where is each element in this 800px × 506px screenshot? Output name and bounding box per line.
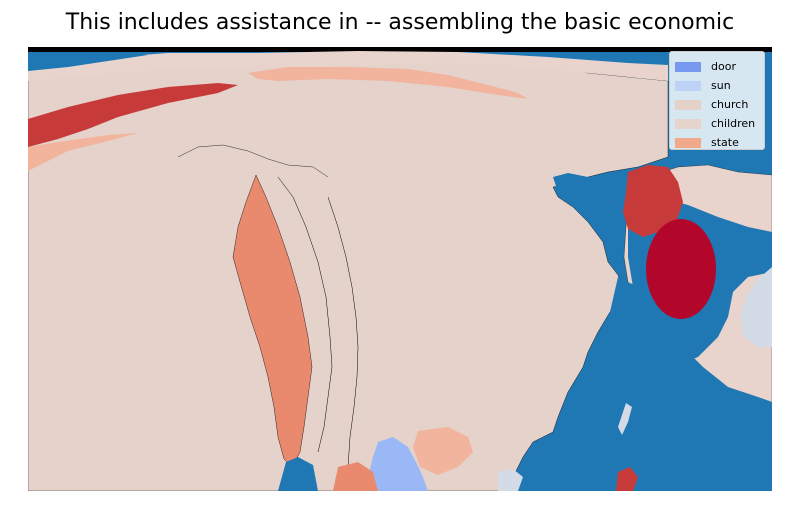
map-canvas[interactable]: [28, 47, 772, 491]
river-border-2: [327, 196, 359, 468]
east-island: [740, 267, 772, 347]
legend-label-door: door: [711, 60, 736, 73]
northwest-streak-lower: [28, 133, 138, 171]
map-svg: [28, 47, 772, 491]
legend-item-door: door: [675, 57, 764, 76]
legend-label-sun: sun: [711, 79, 731, 92]
legend-label-state: state: [711, 136, 739, 149]
top-edge: [28, 47, 772, 52]
legend-swatch-children: [675, 118, 701, 129]
bay-inlet: [553, 173, 628, 217]
legend-swatch-state: [675, 137, 701, 148]
sea-south: [553, 277, 772, 491]
legend-swatch-door: [675, 61, 701, 72]
south-island-small: [618, 403, 632, 435]
legend-label-church: church: [711, 98, 749, 111]
legend-item-children: children: [675, 114, 764, 133]
northern-fragment: [28, 117, 118, 147]
northwest-water: [28, 52, 148, 71]
southeast-red-fragment: [616, 467, 638, 491]
south-blue-region: [368, 437, 428, 491]
legend-item-sun: sun: [675, 76, 764, 95]
legend-item-state: state: [675, 133, 764, 152]
north-central-streak: [248, 67, 528, 99]
highlighted-crimson-region: [646, 219, 716, 319]
southwest-water: [278, 457, 318, 491]
northern-band: [28, 51, 668, 81]
south-salmon-region: [413, 427, 473, 475]
southwest-coral-region: [333, 462, 378, 491]
northeast-red-region: [623, 165, 683, 237]
legend-item-church: church: [675, 95, 764, 114]
legend-swatch-sun: [675, 80, 701, 91]
south-island-coast: [498, 469, 523, 491]
legend-swatch-church: [675, 99, 701, 110]
river-border-1: [277, 176, 333, 453]
legend: door sun church children state: [669, 51, 765, 150]
map-title: This includes assistance in -- assemblin…: [65, 10, 735, 35]
river-border-3: [177, 144, 329, 178]
legend-label-children: children: [711, 117, 756, 130]
